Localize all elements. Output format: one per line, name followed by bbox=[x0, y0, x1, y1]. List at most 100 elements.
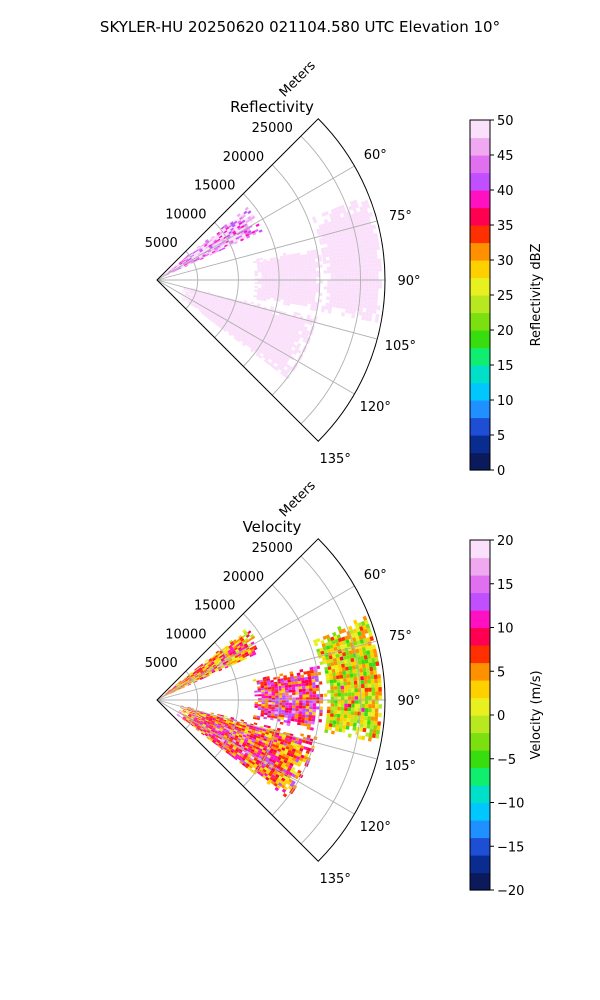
colorbar-segment bbox=[470, 330, 490, 349]
sector-outline bbox=[156, 538, 386, 862]
azimuth-tick-label: 60° bbox=[364, 148, 387, 163]
colorbar: 0 5 10 15 20 25 30 35 40 45 50 Reflectivity dBZ bbox=[469, 114, 544, 479]
colorbar-segment bbox=[470, 295, 490, 314]
range-tick-label: 20000 bbox=[223, 570, 264, 585]
azimuth-tick-label: 135° bbox=[320, 872, 351, 887]
colorbar-segment bbox=[470, 120, 490, 139]
colorbar-segment bbox=[470, 225, 490, 244]
colorbar-segment bbox=[470, 557, 490, 576]
radar-echo-field bbox=[157, 199, 383, 380]
range-axis-label: Meters bbox=[277, 478, 319, 520]
echo-region bbox=[252, 665, 324, 731]
azimuth-tick-label: 135° bbox=[320, 452, 351, 467]
colorbar-segment bbox=[470, 190, 490, 209]
range-axis-label: Meters bbox=[277, 58, 319, 100]
colorbar-tick-label: 40 bbox=[497, 184, 514, 199]
colorbar-segment bbox=[470, 697, 490, 716]
colorbar-segment bbox=[470, 155, 490, 174]
azimuth-spoke bbox=[156, 640, 378, 701]
colorbar: −20 −15 −10 −5 0 5 10 15 20 Velocity (m/s) bbox=[469, 534, 544, 899]
colorbar-segment bbox=[470, 872, 490, 891]
colorbar-segment bbox=[470, 820, 490, 839]
colorbar-tick-label: 10 bbox=[497, 622, 514, 637]
colorbar-segment bbox=[470, 312, 490, 331]
range-tick-label: 5000 bbox=[145, 656, 178, 671]
echo-region bbox=[312, 615, 383, 742]
figure-suptitle: SKYLER-HU 20250620 021104.580 UTC Elevat… bbox=[100, 18, 500, 36]
azimuth-tick-label: 120° bbox=[360, 400, 391, 415]
polar-grid bbox=[156, 135, 385, 442]
colorbar-tick-label: 15 bbox=[497, 578, 514, 593]
colorbar-segment bbox=[470, 260, 490, 279]
azimuth-spoke bbox=[156, 585, 355, 701]
range-tick-label: 15000 bbox=[194, 599, 235, 614]
colorbar-tick-label: 15 bbox=[497, 359, 514, 374]
colorbar-segment bbox=[470, 242, 490, 261]
colorbar-segment bbox=[470, 802, 490, 821]
azimuth-tick-label: 105° bbox=[385, 339, 416, 354]
echo-region bbox=[311, 199, 383, 323]
range-tick-label: 10000 bbox=[165, 207, 206, 222]
azimuth-tick-label: 60° bbox=[364, 568, 387, 583]
sector-outline bbox=[156, 118, 386, 442]
colorbar-tick-label: −15 bbox=[497, 840, 524, 855]
colorbar-segment bbox=[470, 137, 490, 156]
colorbar-segment bbox=[470, 575, 490, 594]
panel-velocity: Velocity 5000 10000 15000 20000 25000 Meters 60… bbox=[145, 478, 544, 899]
colorbar-tick-label: 35 bbox=[497, 219, 514, 234]
azimuth-spoke bbox=[156, 279, 378, 340]
colorbar-segment bbox=[470, 417, 490, 436]
range-tick-label: 15000 bbox=[194, 179, 235, 194]
colorbar-tick-label: 5 bbox=[497, 429, 505, 444]
azimuth-spoke bbox=[156, 220, 378, 281]
colorbar-tick-label: 25 bbox=[497, 289, 514, 304]
colorbar-segment bbox=[470, 662, 490, 681]
colorbar-segment bbox=[470, 277, 490, 296]
range-tick-label: 10000 bbox=[165, 627, 206, 642]
colorbar-segment bbox=[470, 715, 490, 734]
azimuth-spoke bbox=[156, 165, 355, 281]
range-tick-label: 25000 bbox=[252, 121, 293, 136]
azimuth-spoke bbox=[156, 699, 378, 760]
colorbar-tick-label: 45 bbox=[497, 149, 514, 164]
colorbar-segment bbox=[470, 732, 490, 751]
panel-reflectivity: Reflectivity 5000 10000 15000 20000 25000 Mete… bbox=[145, 58, 544, 479]
colorbar-segment bbox=[470, 452, 490, 471]
colorbar-tick-label: 20 bbox=[497, 324, 514, 339]
colorbar-segment bbox=[470, 627, 490, 646]
colorbar-tick-label: 30 bbox=[497, 254, 514, 269]
colorbar-segment bbox=[470, 365, 490, 384]
colorbar-segment bbox=[470, 837, 490, 856]
colorbar-tick-label: 0 bbox=[497, 464, 505, 479]
azimuth-tick-label: 90° bbox=[397, 694, 420, 709]
range-tick-label: 5000 bbox=[145, 236, 178, 251]
panel-title: Velocity bbox=[243, 518, 302, 536]
range-tick-label: 25000 bbox=[252, 541, 293, 556]
azimuth-tick-label: 120° bbox=[360, 820, 391, 835]
azimuth-tick-label: 90° bbox=[397, 274, 420, 289]
colorbar-segment bbox=[470, 382, 490, 401]
colorbar-segment bbox=[470, 540, 490, 559]
colorbar-tick-label: 5 bbox=[497, 665, 505, 680]
colorbar-segment bbox=[470, 767, 490, 786]
polar-grid bbox=[156, 555, 385, 862]
colorbar-segment bbox=[470, 785, 490, 804]
colorbar-tick-label: 50 bbox=[497, 114, 514, 129]
colorbar-segment bbox=[470, 855, 490, 874]
colorbar-segment bbox=[470, 347, 490, 366]
colorbar-tick-label: 20 bbox=[497, 534, 514, 549]
colorbar-tick-label: 0 bbox=[497, 709, 505, 724]
azimuth-tick-label: 105° bbox=[385, 759, 416, 774]
colorbar-segment bbox=[470, 592, 490, 611]
colorbar-segment bbox=[470, 172, 490, 191]
azimuth-spoke bbox=[156, 699, 355, 815]
radar-echo-field bbox=[157, 615, 383, 798]
range-tick-label: 20000 bbox=[223, 150, 264, 165]
colorbar-segment bbox=[470, 400, 490, 419]
azimuth-tick-label: 75° bbox=[389, 629, 412, 644]
colorbar-segment bbox=[470, 645, 490, 664]
colorbar-segment bbox=[470, 750, 490, 769]
colorbar-label: Velocity (m/s) bbox=[529, 670, 544, 759]
panel-title: Reflectivity bbox=[230, 98, 314, 116]
